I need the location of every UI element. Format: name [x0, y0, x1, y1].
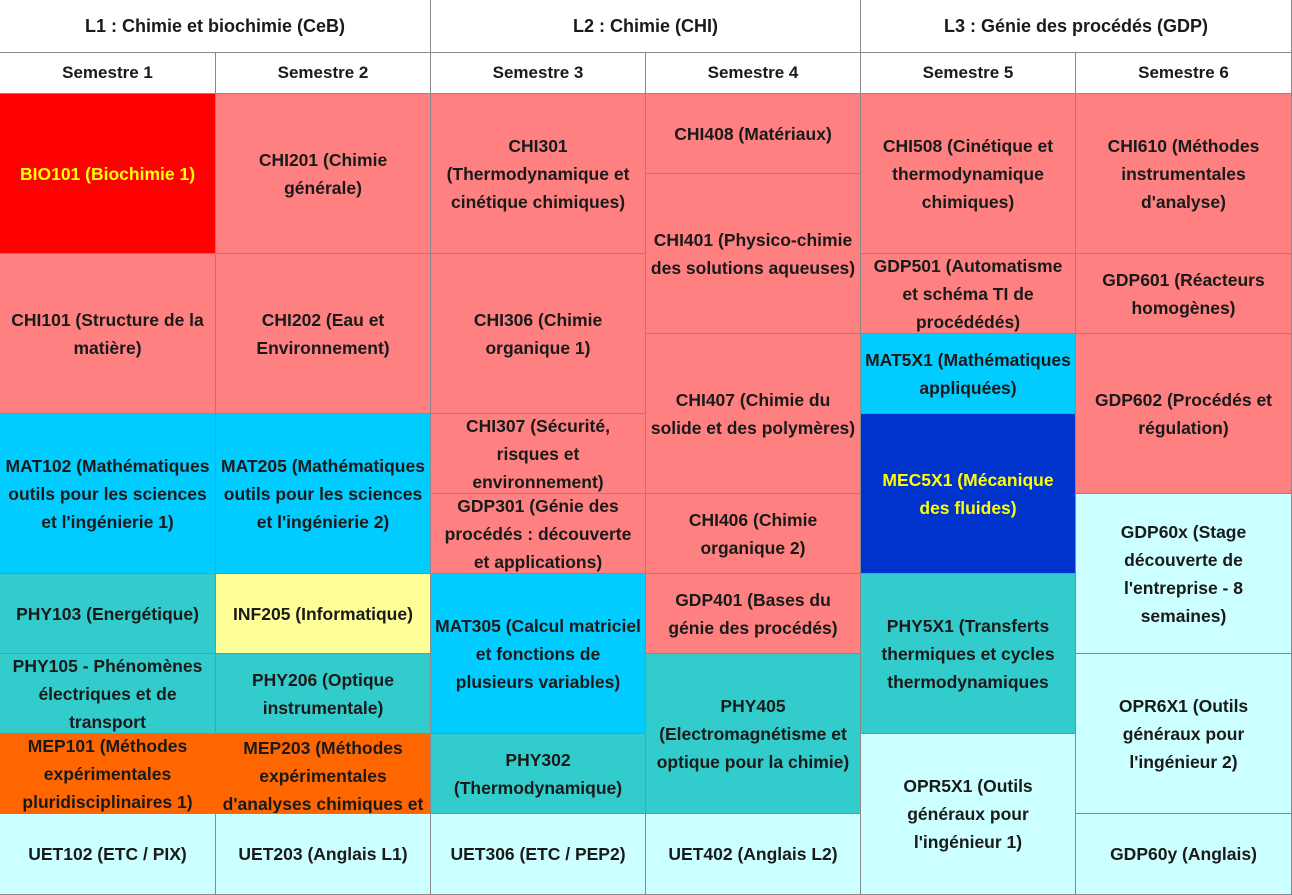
- course-mat205: MAT205 (Mathématiques outils pour les sc…: [216, 414, 431, 574]
- course-opr5x1: OPR5X1 (Outils généraux pour l'ingénieur…: [861, 734, 1076, 895]
- course-mat305-text: MAT305 (Calcul matriciel et fonctions de…: [435, 615, 641, 692]
- course-gdp301: GDP301 (Génie des procédés : découverte …: [431, 494, 646, 574]
- course-inf205-text: INF205 (Informatique): [233, 603, 413, 624]
- course-gdp401-text: GDP401 (Bases du génie des procédés): [668, 589, 838, 638]
- course-mec5x1: MEC5X1 (Mécanique des fluides): [861, 414, 1076, 574]
- year-header-l3: L3 : Génie des procédés (GDP): [861, 0, 1292, 53]
- course-phy5x1-text: PHY5X1 (Transferts thermiques et cycles …: [881, 615, 1055, 692]
- course-mep203-text: MEP203 (Méthodes expérimentales d'analys…: [222, 738, 424, 814]
- course-mat205-text: MAT205 (Mathématiques outils pour les sc…: [221, 455, 425, 532]
- course-chi610-text: CHI610 (Méthodes instrumentales d'analys…: [1107, 135, 1260, 212]
- course-phy302-text: PHY302 (Thermodynamique): [453, 749, 623, 798]
- course-mec5x1-text: MEC5X1 (Mécanique des fluides): [882, 469, 1054, 518]
- course-chi101: CHI101 (Structure de la matière): [0, 254, 216, 414]
- semester-header-6: Semestre 6: [1076, 53, 1292, 94]
- course-chi201-text: CHI201 (Chimie générale): [258, 149, 388, 198]
- course-phy405: PHY405 (Electromagnétisme et optique pou…: [646, 654, 861, 814]
- course-gdp601-text: GDP601 (Réacteurs homogènes): [1102, 269, 1265, 318]
- course-mat102-text: MAT102 (Mathématiques outils pour les sc…: [5, 455, 210, 532]
- course-mat5x1-text: MAT5X1 (Mathématiques appliquées): [865, 349, 1071, 398]
- semester-header-2: Semestre 2: [216, 53, 431, 94]
- course-chi508: CHI508 (Cinétique et thermodynamique chi…: [861, 94, 1076, 254]
- course-mat5x1: MAT5X1 (Mathématiques appliquées): [861, 334, 1076, 414]
- course-phy5x1: PHY5X1 (Transferts thermiques et cycles …: [861, 574, 1076, 734]
- course-phy405-text: PHY405 (Electromagnétisme et optique pou…: [656, 695, 850, 772]
- course-chi201: CHI201 (Chimie générale): [216, 94, 431, 254]
- course-gdp501-text: GDP501 (Automatisme et schéma TI de proc…: [873, 255, 1063, 332]
- course-gdp501: GDP501 (Automatisme et schéma TI de proc…: [861, 254, 1076, 334]
- course-uet306-text: UET306 (ETC / PEP2): [450, 844, 626, 864]
- course-opr5x1-text: OPR5X1 (Outils généraux pour l'ingénieur…: [903, 776, 1033, 852]
- course-chi408: CHI408 (Matériaux): [646, 94, 861, 174]
- year-header-l1-label: L1 : Chimie et biochimie (CeB): [84, 15, 346, 36]
- year-header-l1: L1 : Chimie et biochimie (CeB): [0, 0, 431, 53]
- year-header-l2-label: L2 : Chimie (CHI): [572, 15, 718, 36]
- course-gdp60x-text: GDP60x (Stage découverte de l'entreprise…: [1120, 521, 1247, 626]
- course-phy103-text: PHY103 (Energétique): [16, 603, 199, 624]
- course-chi202-text: CHI202 (Eau et Environnement): [256, 309, 390, 358]
- course-gdp401: GDP401 (Bases du génie des procédés): [646, 574, 861, 654]
- course-gdp602: GDP602 (Procédés et régulation): [1076, 334, 1292, 494]
- course-chi401: CHI401 (Physico-chimie des solutions aqu…: [646, 174, 861, 334]
- course-chi307-text: CHI307 (Sécurité, risques et environneme…: [466, 415, 610, 492]
- course-phy302: PHY302 (Thermodynamique): [431, 734, 646, 814]
- semester-header-4-label: Semestre 4: [707, 63, 799, 82]
- course-chi401-text: CHI401 (Physico-chimie des solutions aqu…: [650, 229, 856, 278]
- course-uet402: UET402 (Anglais L2): [646, 814, 861, 895]
- course-uet402-text: UET402 (Anglais L2): [668, 844, 838, 864]
- course-chi408-text: CHI408 (Matériaux): [674, 123, 832, 144]
- course-chi610: CHI610 (Méthodes instrumentales d'analys…: [1076, 94, 1292, 254]
- course-phy206: PHY206 (Optique instrumentale): [216, 654, 431, 734]
- semester-header-1: Semestre 1: [0, 53, 216, 94]
- semester-header-5: Semestre 5: [861, 53, 1076, 94]
- semester-header-3-label: Semestre 3: [492, 63, 584, 82]
- course-inf205: INF205 (Informatique): [216, 574, 431, 654]
- course-uet102-text: UET102 (ETC / PIX): [28, 844, 187, 864]
- course-opr6x1-text: OPR6X1 (Outils généraux pour l'ingénieur…: [1118, 695, 1249, 772]
- course-chi301: CHI301 (Thermodynamique et cinétique chi…: [431, 94, 646, 254]
- course-bio101-text: BIO101 (Biochimie 1): [19, 163, 196, 184]
- course-chi306-text: CHI306 (Chimie organique 1): [473, 309, 603, 358]
- year-header-l3-label: L3 : Génie des procédés (GDP): [943, 15, 1209, 36]
- course-phy103: PHY103 (Energétique): [0, 574, 216, 654]
- course-phy206-text: PHY206 (Optique instrumentale): [252, 669, 394, 718]
- course-gdp601: GDP601 (Réacteurs homogènes): [1076, 254, 1292, 334]
- course-uet203-text: UET203 (Anglais L1): [238, 844, 408, 864]
- course-gdp60y-text: GDP60y (Anglais): [1110, 844, 1257, 864]
- course-chi508-text: CHI508 (Cinétique et thermodynamique chi…: [882, 135, 1054, 212]
- year-header-l2: L2 : Chimie (CHI): [431, 0, 861, 53]
- course-uet203: UET203 (Anglais L1): [216, 814, 431, 895]
- course-chi307: CHI307 (Sécurité, risques et environneme…: [431, 414, 646, 494]
- course-mep203: MEP203 (Méthodes expérimentales d'analys…: [216, 734, 431, 814]
- course-chi301-text: CHI301 (Thermodynamique et cinétique chi…: [446, 135, 630, 212]
- course-chi406: CHI406 (Chimie organique 2): [646, 494, 861, 574]
- course-chi407-text: CHI407 (Chimie du solide et des polymère…: [650, 389, 856, 438]
- semester-header-3: Semestre 3: [431, 53, 646, 94]
- course-mat305: MAT305 (Calcul matriciel et fonctions de…: [431, 574, 646, 734]
- semester-header-5-label: Semestre 5: [922, 63, 1014, 82]
- semester-header-4: Semestre 4: [646, 53, 861, 94]
- course-chi202: CHI202 (Eau et Environnement): [216, 254, 431, 414]
- semester-header-2-label: Semestre 2: [277, 63, 369, 82]
- course-mep101: MEP101 (Méthodes expérimentales pluridis…: [0, 734, 216, 814]
- course-gdp60x: GDP60x (Stage découverte de l'entreprise…: [1076, 494, 1292, 654]
- course-chi101-text: CHI101 (Structure de la matière): [11, 309, 204, 358]
- course-uet306: UET306 (ETC / PEP2): [431, 814, 646, 895]
- course-opr6x1: OPR6X1 (Outils généraux pour l'ingénieur…: [1076, 654, 1292, 814]
- course-bio101: BIO101 (Biochimie 1): [0, 94, 216, 254]
- course-chi407: CHI407 (Chimie du solide et des polymère…: [646, 334, 861, 494]
- course-uet102: UET102 (ETC / PIX): [0, 814, 216, 895]
- course-gdp60y: GDP60y (Anglais): [1076, 814, 1292, 895]
- course-phy105: PHY105 - Phénomènes électriques et de tr…: [0, 654, 216, 734]
- course-gdp301-text: GDP301 (Génie des procédés : découverte …: [444, 495, 632, 572]
- course-mat102: MAT102 (Mathématiques outils pour les sc…: [0, 414, 216, 574]
- course-chi406-text: CHI406 (Chimie organique 2): [688, 509, 818, 558]
- course-gdp602-text: GDP602 (Procédés et régulation): [1094, 389, 1273, 438]
- course-chi306: CHI306 (Chimie organique 1): [431, 254, 646, 414]
- semester-header-1-label: Semestre 1: [62, 63, 153, 82]
- semester-header-6-label: Semestre 6: [1138, 63, 1229, 82]
- course-mep101-text: MEP101 (Méthodes expérimentales pluridis…: [22, 735, 193, 812]
- course-phy105-text: PHY105 - Phénomènes électriques et de tr…: [12, 655, 203, 732]
